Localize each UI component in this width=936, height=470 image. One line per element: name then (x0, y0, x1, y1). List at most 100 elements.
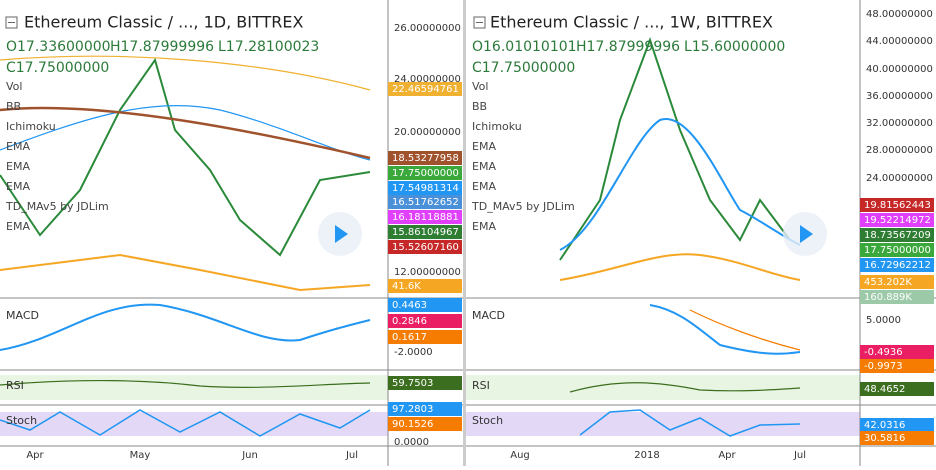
price-badge (860, 359, 934, 373)
axis-label: 36.00000000 (866, 91, 933, 102)
price-badge-text: 41.6K (392, 281, 421, 292)
price-badge-text: 90.1526 (392, 419, 433, 430)
date-label: May (130, 450, 151, 461)
chart-title: Ethereum Classic / ..., 1D, BITTREX (24, 13, 303, 32)
ohlc-value: O16.01010101 (472, 39, 577, 55)
axis-label: 26.00000000 (394, 23, 461, 34)
price-badge (860, 198, 934, 212)
price-badge-text: 48.4652 (864, 384, 905, 395)
stoch-band (0, 412, 388, 436)
price-badge-text: 19.81562443 (864, 200, 931, 211)
indicator-label: EMA (472, 180, 496, 193)
axis-label: 44.00000000 (866, 36, 933, 47)
price-badge-text: 59.7503 (392, 378, 433, 389)
price-badge (388, 166, 462, 180)
indicator-label: EMA (6, 140, 30, 153)
indicator-label: Ichimoku (6, 120, 56, 133)
ohlc-value: L15.60000000 (684, 39, 785, 55)
price-badge (388, 225, 462, 239)
price-badge (860, 418, 934, 432)
indicator-label: EMA (6, 220, 30, 233)
price-badge-text: 453.202K (864, 277, 912, 288)
axis-label: 24.00000000 (866, 173, 933, 184)
play-buttons[interactable] (318, 212, 827, 256)
sub-panel-label: RSI (6, 379, 24, 392)
price-badge-text: 16.72962212 (864, 260, 931, 271)
indicator-label: Vol (6, 80, 22, 93)
price-badge-text: 0.2846 (392, 316, 427, 327)
ohlc-value: H17.87999996 (576, 39, 680, 55)
indicator-label: BB (472, 100, 487, 113)
date-label: 2018 (634, 450, 659, 461)
price-badge (388, 402, 462, 416)
price-badge-text: 0.4463 (392, 300, 427, 311)
price-badge-text: 18.53277958 (392, 153, 459, 164)
date-label: Aug (510, 450, 530, 461)
price-badge-text: 160.889K (864, 292, 912, 303)
indicator-label: EMA (6, 160, 30, 173)
indicator-label: EMA (6, 180, 30, 193)
sub-panel-label: MACD (472, 309, 505, 322)
price-badge (860, 290, 934, 304)
date-label: Apr (718, 450, 736, 461)
price-badge-text: 16.51762652 (392, 197, 459, 208)
ohlc-value: L17.28100023 (218, 39, 319, 55)
price-badge (388, 195, 462, 209)
price-badge-text: 19.52214972 (864, 215, 931, 226)
price-badge (388, 240, 462, 254)
axis-label: 48.00000000 (866, 9, 933, 20)
price-badge-text: 17.75000000 (392, 168, 459, 179)
ohlc-value: C17.75000000 (6, 60, 109, 76)
indicator-label: Ichimoku (472, 120, 522, 133)
price-badge (860, 258, 934, 272)
axis-label: 0.0000 (394, 437, 429, 448)
axis-label: 24.00000000 (394, 74, 461, 85)
indicator-label: EMA (472, 140, 496, 153)
axis-label: 28.00000000 (866, 145, 933, 156)
indicator-label: BB (6, 100, 21, 113)
chart-title: Ethereum Classic / ..., 1W, BITTREX (490, 13, 773, 32)
price-badge-text: 18.73567209 (864, 230, 931, 241)
price-badge-text: -0.9973 (864, 361, 903, 372)
indicator-label: Vol (472, 80, 488, 93)
price-badge (860, 243, 934, 257)
indicator-label: TD_MAv5 by JDLim (471, 200, 575, 213)
price-badge-text: 0.1617 (392, 332, 427, 343)
axis-label: 5.0000 (866, 315, 901, 326)
price-badge-text: -0.4936 (864, 347, 903, 358)
date-label: Jun (241, 450, 258, 461)
indicator-label: EMA (472, 160, 496, 173)
indicator-label: EMA (472, 220, 496, 233)
price-badge-text: 15.86104967 (392, 227, 459, 238)
date-label: Apr (26, 450, 44, 461)
price-badge-text: 16.18118881 (392, 212, 459, 223)
sub-panel-label: Stoch (6, 414, 37, 427)
price-badge (860, 345, 934, 359)
price-badge (388, 417, 462, 431)
ohlc-value: C17.75000000 (472, 60, 575, 76)
axis-label: 32.00000000 (866, 118, 933, 129)
ohlc-value: H17.87999996 (110, 39, 214, 55)
sub-panel-label: Stoch (472, 414, 503, 427)
price-badge-text: 17.75000000 (864, 245, 931, 256)
date-label: Jul (345, 450, 358, 461)
collapse-icons[interactable] (5, 16, 486, 29)
price-badge (388, 151, 462, 165)
price-badge (860, 213, 934, 227)
price-badge (388, 314, 462, 328)
axis-label: 20.00000000 (394, 127, 461, 138)
axis-label: -2.0000 (394, 347, 433, 358)
price-badge (860, 382, 934, 396)
price-badge (388, 279, 462, 293)
price-badge-text: 17.54981314 (392, 183, 459, 194)
price-badge (860, 275, 934, 289)
ohlc-value: O17.33600000 (6, 39, 111, 55)
price-badge (860, 431, 934, 445)
price-badge-text: 97.2803 (392, 404, 433, 415)
price-badge-text: 42.0316 (864, 420, 905, 431)
price-lines (0, 37, 801, 437)
rsi-band (0, 375, 388, 400)
price-badge (388, 82, 462, 96)
price-badge-text: 30.5816 (864, 433, 905, 444)
